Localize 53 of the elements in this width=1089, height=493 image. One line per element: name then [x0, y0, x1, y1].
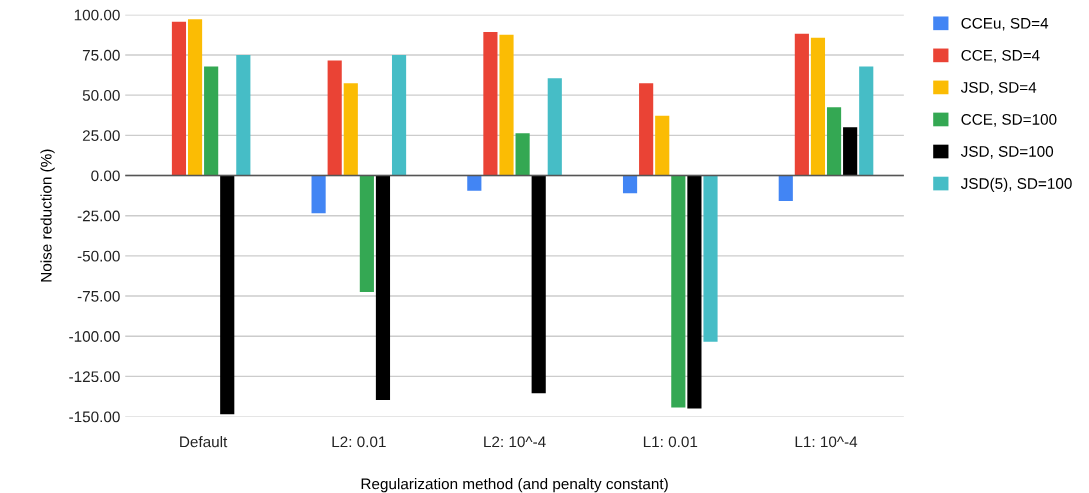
bar: [171, 21, 187, 176]
bar: [499, 34, 514, 176]
legend-label: CCEu, SD=4: [961, 17, 1049, 31]
bar: [531, 175, 546, 394]
bar: [778, 175, 793, 201]
bar: [236, 54, 251, 176]
x-tick-label: L1: 10^-4: [795, 436, 858, 448]
bar: [359, 175, 374, 293]
y-tick-label: 0.00: [91, 170, 120, 182]
legend-label: CCE, SD=4: [961, 49, 1040, 63]
bar: [467, 175, 482, 191]
bar: [515, 133, 530, 176]
bar: [547, 78, 562, 176]
y-tick-label: -25.00: [77, 210, 120, 222]
bar: [794, 33, 809, 176]
x-tick-label: L1: 0.01: [643, 436, 698, 448]
bar: [311, 175, 326, 214]
legend-label: JSD, SD=100: [960, 146, 1054, 159]
y-tick-label: 75.00: [82, 49, 120, 61]
bar: [391, 54, 407, 176]
bar: [843, 127, 858, 176]
bar: [826, 107, 842, 176]
y-tick-label: -150.00: [69, 411, 120, 423]
x-axis-title: Regularization method (and penalty constant): [361, 478, 668, 493]
bar: [204, 66, 219, 176]
x-tick-label: L2: 10^-4: [484, 436, 546, 448]
bar: [859, 66, 874, 176]
bar: [622, 175, 638, 194]
legend-label: JSD, SD=4: [960, 81, 1037, 95]
y-tick-label: 100.00: [74, 9, 120, 21]
bar: [639, 83, 654, 176]
bar: [671, 175, 686, 408]
bar: [375, 175, 391, 401]
y-tick-label: -50.00: [77, 250, 120, 262]
bar: [810, 37, 826, 176]
y-tick-label: -125.00: [69, 371, 120, 383]
y-tick-label: 50.00: [82, 90, 120, 101]
bar: [343, 83, 358, 176]
legend-label: JSD(5), SD=100: [960, 177, 1072, 192]
y-axis-title: Noise reduction (%): [40, 149, 55, 282]
x-tick-label: Default: [180, 436, 228, 448]
legend-label: CCE, SD=100: [961, 114, 1057, 127]
bar: [687, 175, 702, 409]
bar: [655, 115, 670, 176]
bar: [703, 175, 718, 342]
bar: [483, 31, 498, 176]
x-tick-label: L2: 0.01: [332, 436, 386, 448]
y-tick-label: -75.00: [77, 290, 120, 302]
y-tick-label: 25.00: [82, 130, 120, 142]
bar: [327, 60, 342, 176]
bar: [220, 175, 235, 415]
bar: [187, 19, 203, 176]
y-tick-label: -100.00: [69, 331, 120, 342]
